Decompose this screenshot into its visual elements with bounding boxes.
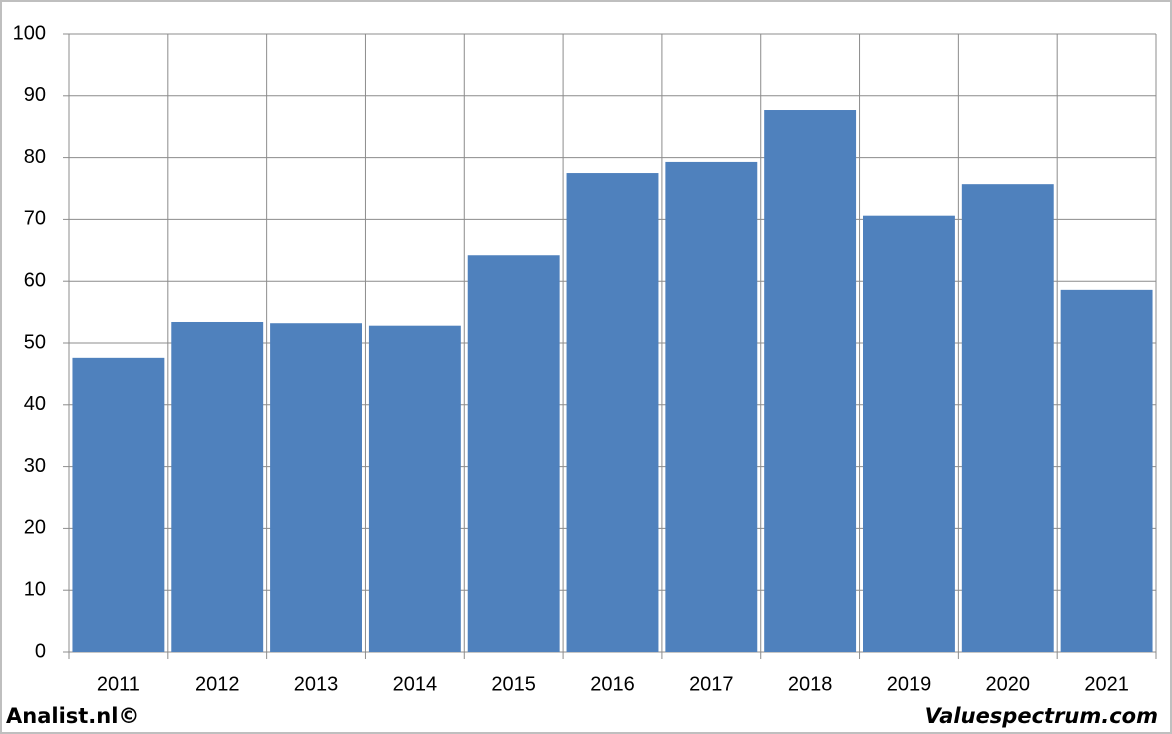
- y-tick-label: 50: [24, 331, 46, 353]
- x-tick-label: 2012: [195, 673, 240, 695]
- bar: [1060, 289, 1153, 652]
- bar: [72, 357, 165, 652]
- y-tick-label: 0: [35, 640, 46, 662]
- x-tick-label: 2014: [393, 673, 438, 695]
- y-tick-label: 90: [24, 84, 46, 106]
- y-tick-label: 70: [24, 208, 46, 230]
- x-tick-label: 2019: [887, 673, 932, 695]
- y-tick-label: 40: [24, 393, 46, 415]
- x-tick-label: 2017: [689, 673, 734, 695]
- x-tick-label: 2011: [97, 673, 140, 695]
- y-tick-label: 10: [24, 578, 46, 600]
- bar: [566, 173, 659, 653]
- x-tick-label: 2020: [986, 673, 1031, 695]
- bar: [270, 323, 362, 652]
- bar: [171, 321, 264, 652]
- x-tick-label: 2016: [590, 673, 635, 695]
- x-tick-label: 2021: [1084, 673, 1129, 695]
- x-tick-label: 2013: [294, 673, 339, 695]
- y-tick-label: 20: [24, 517, 46, 539]
- x-tick-label: 2015: [491, 673, 536, 695]
- bar: [368, 325, 461, 652]
- bar: [764, 110, 857, 653]
- bar: [961, 184, 1054, 652]
- footer-right: Valuespectrum.com: [925, 704, 1158, 728]
- y-tick-label: 80: [24, 146, 46, 168]
- y-tick-label: 30: [24, 455, 46, 477]
- footer-left: Analist.nl©: [6, 704, 139, 728]
- x-tick-label: 2018: [788, 673, 833, 695]
- bar: [863, 215, 955, 652]
- y-tick-label: 60: [24, 269, 46, 291]
- y-tick-label: 100: [13, 22, 46, 44]
- bar: [665, 161, 758, 652]
- bar: [467, 255, 560, 652]
